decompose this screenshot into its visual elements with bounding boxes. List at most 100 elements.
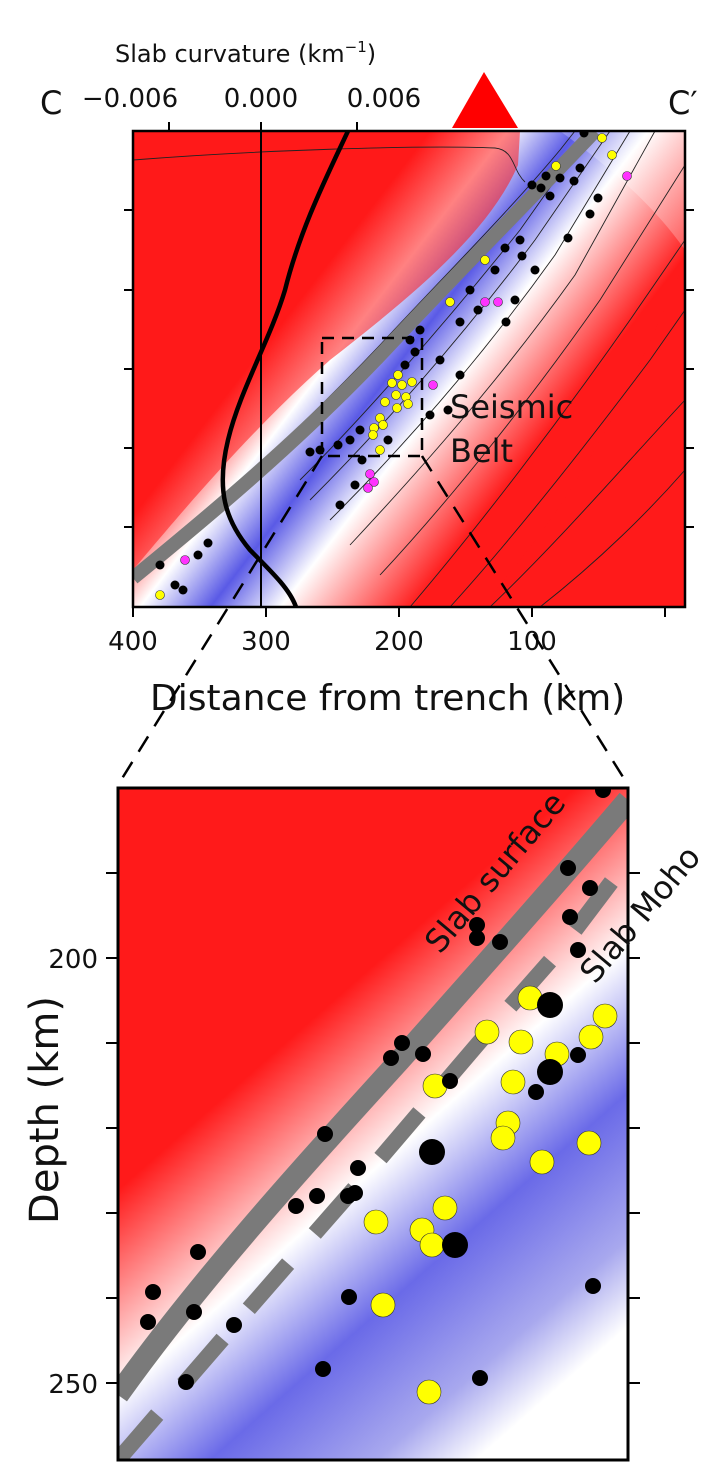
hypocenter-top-33	[387, 378, 397, 388]
hypocenter-zoom-28	[419, 1139, 445, 1165]
hypocenter-top-20	[480, 297, 490, 307]
depth-tick-250: 250	[48, 1370, 98, 1400]
hypocenter-zoom-32	[340, 1188, 356, 1204]
hypocenter-zoom-15	[570, 1047, 586, 1063]
section-end-label: C′	[668, 84, 698, 122]
hypocenter-top-69	[203, 538, 213, 548]
hypocenter-top-52	[425, 410, 435, 420]
hypocenter-top-21	[493, 297, 503, 307]
hypocenter-top-7	[536, 183, 546, 193]
bottom-tick-300: 300	[241, 627, 291, 657]
hypocenter-zoom-16	[537, 1059, 563, 1085]
hypocenter-top-10	[575, 163, 585, 173]
hypocenter-top-68	[155, 560, 165, 570]
hypocenter-top-55	[345, 435, 355, 445]
hypocenter-zoom-43	[186, 1304, 202, 1320]
hypocenter-top-49	[428, 380, 438, 390]
hypocenter-zoom-48	[315, 1361, 331, 1377]
hypocenter-zoom-10	[592, 1003, 618, 1029]
zoom-earthquake-hypocenters	[140, 788, 618, 1405]
hypocenter-top-12	[515, 235, 525, 245]
hypocenter-top-65	[155, 590, 165, 600]
hypocenter-top-25	[501, 317, 511, 327]
hypocenter-top-8	[555, 173, 565, 183]
hypocenter-top-61	[357, 455, 367, 465]
slab-surface-band	[133, 131, 601, 584]
zoom-box	[320, 336, 424, 458]
hypocenter-top-34	[397, 380, 407, 390]
hypocenter-top-1	[597, 133, 607, 143]
hypocenter-top-9	[569, 176, 579, 186]
top-axis-title: Slab curvature (km−1)	[115, 38, 376, 68]
hypocenter-zoom-50	[472, 1370, 488, 1386]
hypocenter-top-51	[443, 405, 453, 415]
hypocenter-top-46	[365, 469, 375, 479]
hypocenter-zoom-51	[416, 1379, 442, 1405]
seismic-belt-label-1: Seismic	[450, 388, 573, 426]
hypocenter-top-24	[473, 305, 483, 315]
hypocenter-zoom-47	[585, 1278, 601, 1294]
hypocenter-top-44	[368, 430, 378, 440]
hypocenter-top-17	[585, 209, 595, 219]
hypocenter-top-40	[403, 399, 413, 409]
hypocenter-zoom-29	[317, 1126, 333, 1142]
hypocenter-top-3	[622, 171, 632, 181]
bottom-tick-200: 200	[374, 627, 424, 657]
zoom-connector-lines	[116, 455, 630, 786]
hypocenter-top-11	[545, 191, 555, 201]
hypocenter-zoom-14	[578, 1024, 604, 1050]
hypocenter-top-6	[527, 180, 537, 190]
hypocenter-top-4	[551, 161, 561, 171]
hypocenter-top-13	[500, 243, 510, 253]
hypocenter-zoom-23	[383, 1050, 399, 1066]
hypocenter-top-63	[435, 355, 445, 365]
hypocenter-top-70	[193, 550, 203, 560]
hypocenter-zoom-36	[432, 1195, 458, 1221]
hypocenter-top-30	[410, 347, 420, 357]
hypocenter-top-39	[392, 403, 402, 413]
hypocenter-top-5	[541, 171, 551, 181]
hypocenter-top-62	[415, 325, 425, 335]
hypocenter-zoom-9	[537, 992, 563, 1018]
hypocenter-zoom-1	[560, 860, 576, 876]
hypocenter-top-18	[593, 193, 603, 203]
bottom-tick-100: 100	[507, 627, 557, 657]
hypocenter-top-60	[350, 480, 360, 490]
hypocenter-zoom-20	[442, 1073, 458, 1089]
hypocenter-zoom-0	[595, 788, 611, 798]
hypocenter-zoom-2	[582, 880, 598, 896]
hypocenter-top-59	[335, 500, 345, 510]
hypocenter-top-16	[563, 233, 573, 243]
depth-axis-title: Depth (km)	[22, 996, 68, 1224]
hypocenter-top-54	[355, 425, 365, 435]
hypocenter-top-38	[380, 397, 390, 407]
hypocenter-zoom-39	[442, 1232, 468, 1258]
hypocenter-zoom-5	[469, 917, 485, 933]
hypocenter-zoom-22	[394, 1035, 410, 1051]
hypocenter-top-67	[178, 585, 188, 595]
hypocenter-top-64	[180, 555, 190, 565]
hypocenter-top-50	[455, 370, 465, 380]
hypocenter-top-19	[445, 297, 455, 307]
hypocenter-top-53	[383, 435, 393, 445]
hypocenter-top-58	[305, 447, 315, 457]
hypocenter-top-32	[393, 370, 403, 380]
hypocenter-top-31	[400, 360, 410, 370]
hypocenter-zoom-49	[178, 1374, 194, 1390]
hypocenter-top-22	[465, 285, 475, 295]
hypocenter-zoom-40	[190, 1244, 206, 1260]
hypocenter-zoom-17	[500, 1069, 526, 1095]
hypocenter-zoom-45	[341, 1289, 357, 1305]
top-tick-3: 0.006	[347, 84, 421, 114]
slab-curvature-profile	[220, 131, 351, 607]
hypocenter-zoom-30	[350, 1160, 366, 1176]
hypocenter-top-28	[517, 251, 527, 261]
top-tick-2: 0.000	[224, 84, 298, 114]
hypocenter-zoom-27	[529, 1149, 555, 1175]
volcano-icon	[452, 72, 518, 128]
hypocenter-zoom-42	[140, 1314, 156, 1330]
hypocenter-zoom-6	[469, 930, 485, 946]
hypocenter-top-45	[375, 445, 385, 455]
hypocenter-top-23	[455, 317, 465, 327]
hypocenter-top-48	[363, 483, 373, 493]
